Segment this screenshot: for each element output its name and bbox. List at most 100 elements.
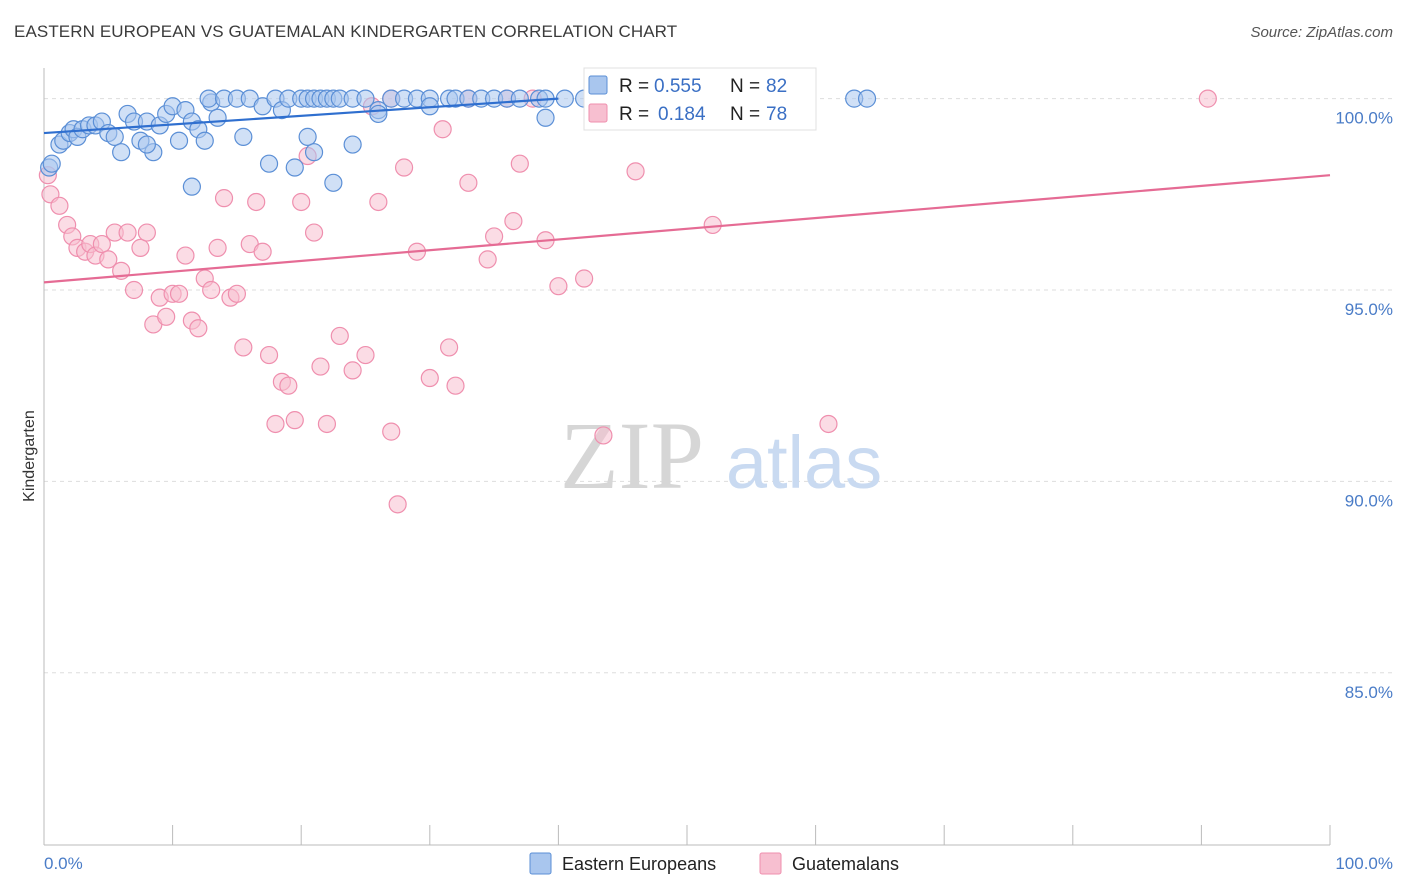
- guatemalans-point: [420, 368, 439, 388]
- eastern-europeans-point: [285, 158, 304, 177]
- legend-n-label-blue: N =: [730, 76, 760, 97]
- series-legend-label-pink: Guatemalans: [792, 854, 899, 874]
- y-tick-labels: 100.0% 95.0% 90.0% 85.0%: [1335, 109, 1393, 702]
- eastern-europeans-point: [555, 89, 574, 108]
- guatemalans-point: [234, 338, 253, 357]
- guatemalans-point: [99, 250, 118, 269]
- guatemalans-point: [1198, 89, 1217, 108]
- eastern-europeans-point: [199, 89, 218, 108]
- guatemalans-point: [247, 192, 266, 212]
- guatemalans-point: [50, 196, 69, 215]
- x-tick-label-min: 0.0%: [44, 854, 83, 873]
- guatemalans-point: [208, 238, 227, 257]
- legend-n-value-pink: 78: [766, 104, 787, 125]
- guatemalans-point: [311, 357, 330, 376]
- legend-r-label-blue: R =: [619, 76, 649, 97]
- series-legend-swatch-blue: [529, 852, 552, 875]
- gridlines: [44, 98, 1392, 674]
- guatemalans-point: [343, 361, 362, 380]
- y-tick-label: 95.0%: [1345, 300, 1393, 319]
- legend-r-value-blue: 0.555: [654, 76, 702, 97]
- legend-box: [583, 67, 817, 131]
- guatemalans-point: [485, 227, 504, 246]
- eastern-europeans-point: [369, 104, 388, 124]
- eastern-europeans-point: [169, 131, 189, 150]
- guatemalans-point: [510, 154, 529, 173]
- guatemalans-point: [369, 192, 388, 212]
- guatemalans-point: [433, 120, 452, 139]
- guatemalans-point: [92, 234, 111, 254]
- legend-r-value-pink: 0.184: [658, 104, 706, 125]
- guatemalans-point: [504, 212, 523, 231]
- eastern-europeans-point: [510, 89, 529, 108]
- watermark-zip: ZIP: [560, 402, 704, 509]
- guatemalans-point: [446, 376, 465, 395]
- eastern-europeans-point: [195, 131, 214, 150]
- legend-r-label-pink: R =: [619, 104, 649, 125]
- chart-title: EASTERN EUROPEAN VS GUATEMALAN KINDERGAR…: [14, 22, 678, 41]
- eastern-europeans-point: [298, 127, 317, 146]
- guatemalans-point: [459, 173, 478, 192]
- watermark: ZIP atlas: [560, 402, 882, 509]
- eastern-europeans-point: [42, 154, 61, 173]
- guatemalans-point: [227, 284, 246, 303]
- legend-swatch-pink: [588, 103, 608, 123]
- guatemalans-point: [292, 192, 311, 212]
- guatemalans-point: [478, 250, 497, 269]
- guatemalans-point: [285, 411, 304, 430]
- guatemalans-point: [253, 242, 272, 261]
- guatemalans-point: [202, 280, 221, 300]
- eastern-europeans-point: [857, 89, 877, 108]
- eastern-europeans-trend-line: [43, 97, 559, 135]
- legend-n-label-pink: N =: [730, 104, 760, 125]
- guatemalans-point: [131, 238, 150, 257]
- y-tick-label: 90.0%: [1345, 491, 1393, 510]
- guatemalans-point: [549, 277, 568, 296]
- guatemalans-point: [157, 307, 176, 326]
- x-ticks: [43, 825, 1331, 845]
- guatemalans-point: [575, 269, 594, 288]
- guatemalans-point: [439, 338, 459, 357]
- y-tick-label: 85.0%: [1345, 683, 1393, 702]
- eastern-europeans-point: [356, 89, 375, 108]
- eastern-europeans-point: [112, 143, 131, 162]
- eastern-europeans-point: [343, 135, 362, 154]
- guatemalans-trend-line: [43, 174, 1331, 284]
- guatemalans-point: [626, 162, 645, 181]
- guatemalans-point: [594, 426, 613, 445]
- guatemalans-point: [356, 345, 375, 365]
- eastern-europeans-point: [324, 173, 343, 192]
- guatemalans-point: [259, 345, 279, 365]
- eastern-europeans-point: [182, 177, 201, 196]
- guatemalans-point: [137, 223, 156, 242]
- source-label: Source: ZipAtlas.com: [1250, 24, 1393, 41]
- eastern-europeans-point: [304, 143, 324, 162]
- series-legend-swatch-pink: [759, 852, 782, 875]
- eastern-europeans-point: [259, 154, 279, 173]
- series-legend-label-blue: Eastern Europeans: [562, 854, 716, 874]
- guatemalans-point: [124, 280, 144, 300]
- legend-swatch-blue: [588, 75, 608, 95]
- guatemalans-point: [330, 326, 349, 346]
- watermark-atlas: atlas: [726, 421, 882, 504]
- guatemalans-point: [266, 414, 285, 434]
- guatemalans-point: [703, 215, 722, 235]
- guatemalans-point: [118, 223, 137, 242]
- y-axis-label: Kindergarten: [21, 410, 38, 502]
- guatemalans-point: [214, 189, 234, 208]
- guatemalans-point: [304, 223, 324, 242]
- eastern-europeans-point: [536, 108, 555, 127]
- y-tick-label: 100.0%: [1335, 109, 1393, 128]
- correlation-legend: R = 0.555 N = 82 R = 0.184 N = 78: [583, 67, 817, 131]
- series-legend: Eastern Europeans Guatemalans: [529, 852, 899, 875]
- eastern-europeans-point: [208, 108, 227, 127]
- x-tick-label-max: 100.0%: [1335, 854, 1393, 873]
- guatemalans-point: [176, 246, 195, 265]
- eastern-europeans-point: [105, 127, 124, 146]
- eastern-europeans-point: [137, 135, 156, 154]
- guatemalans-point: [317, 414, 337, 434]
- guatemalans-point: [279, 376, 298, 395]
- guatemalans-point: [394, 158, 414, 177]
- legend-n-value-blue: 82: [766, 76, 787, 97]
